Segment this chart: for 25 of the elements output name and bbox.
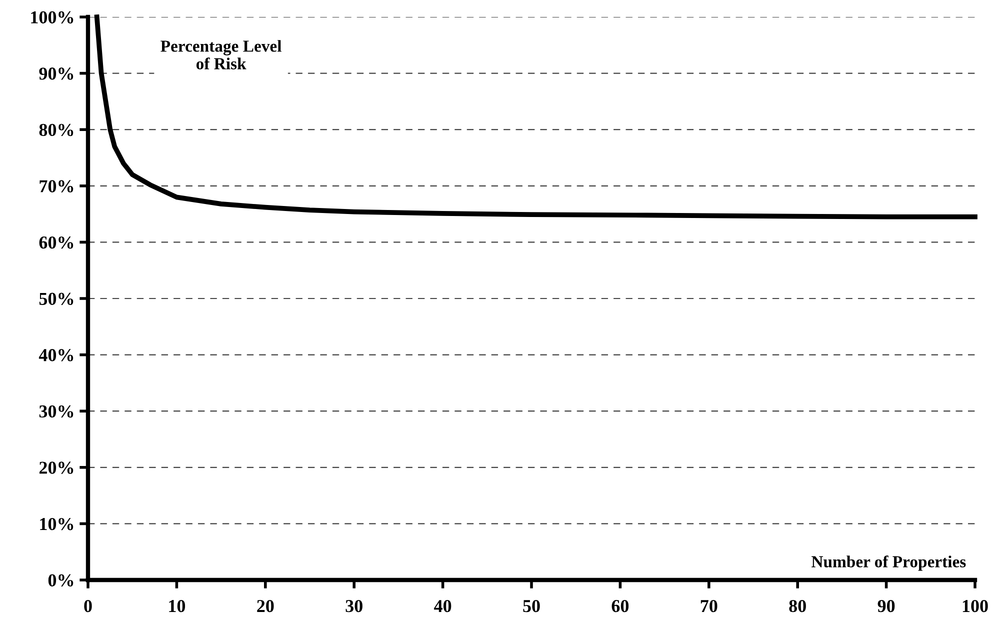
y-tick-label: 70% <box>40 180 74 192</box>
y-tick-label: 20% <box>39 462 74 474</box>
annotation: Percentage Level of Risk <box>160 40 282 70</box>
line-series <box>94 14 978 220</box>
x-tick-label: 60 <box>612 600 629 612</box>
x-tick-label: 90 <box>878 600 895 612</box>
y-tick-label: 100% <box>31 11 74 24</box>
y-tick-label: 0% <box>48 574 74 586</box>
x-tick-label: 10 <box>169 600 186 612</box>
x-tick-label: 0 <box>84 600 92 612</box>
y-tick-label: 60% <box>39 236 74 249</box>
x-tick-label: 20 <box>257 600 274 612</box>
y-tick-label: 30% <box>39 405 74 418</box>
x-tick-label: 40 <box>434 600 452 612</box>
x-tick-label: 30 <box>346 600 362 612</box>
y-tick-label: 80% <box>39 124 74 136</box>
y-tick-label: 50% <box>39 292 74 305</box>
x-tick-label: 100 <box>962 600 988 612</box>
y-tick-label: 10% <box>40 518 74 530</box>
y-tick-label: 40% <box>38 349 74 362</box>
x-tick-label: 70 <box>700 600 718 612</box>
x-tick-label: 50 <box>523 600 540 612</box>
annotation: Number of Properties <box>812 555 966 571</box>
x-tick-label: 80 <box>789 600 806 612</box>
y-tick-label: 90% <box>39 68 74 80</box>
